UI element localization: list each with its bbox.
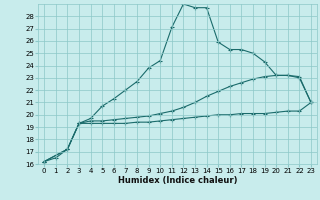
X-axis label: Humidex (Indice chaleur): Humidex (Indice chaleur) [118,176,237,185]
